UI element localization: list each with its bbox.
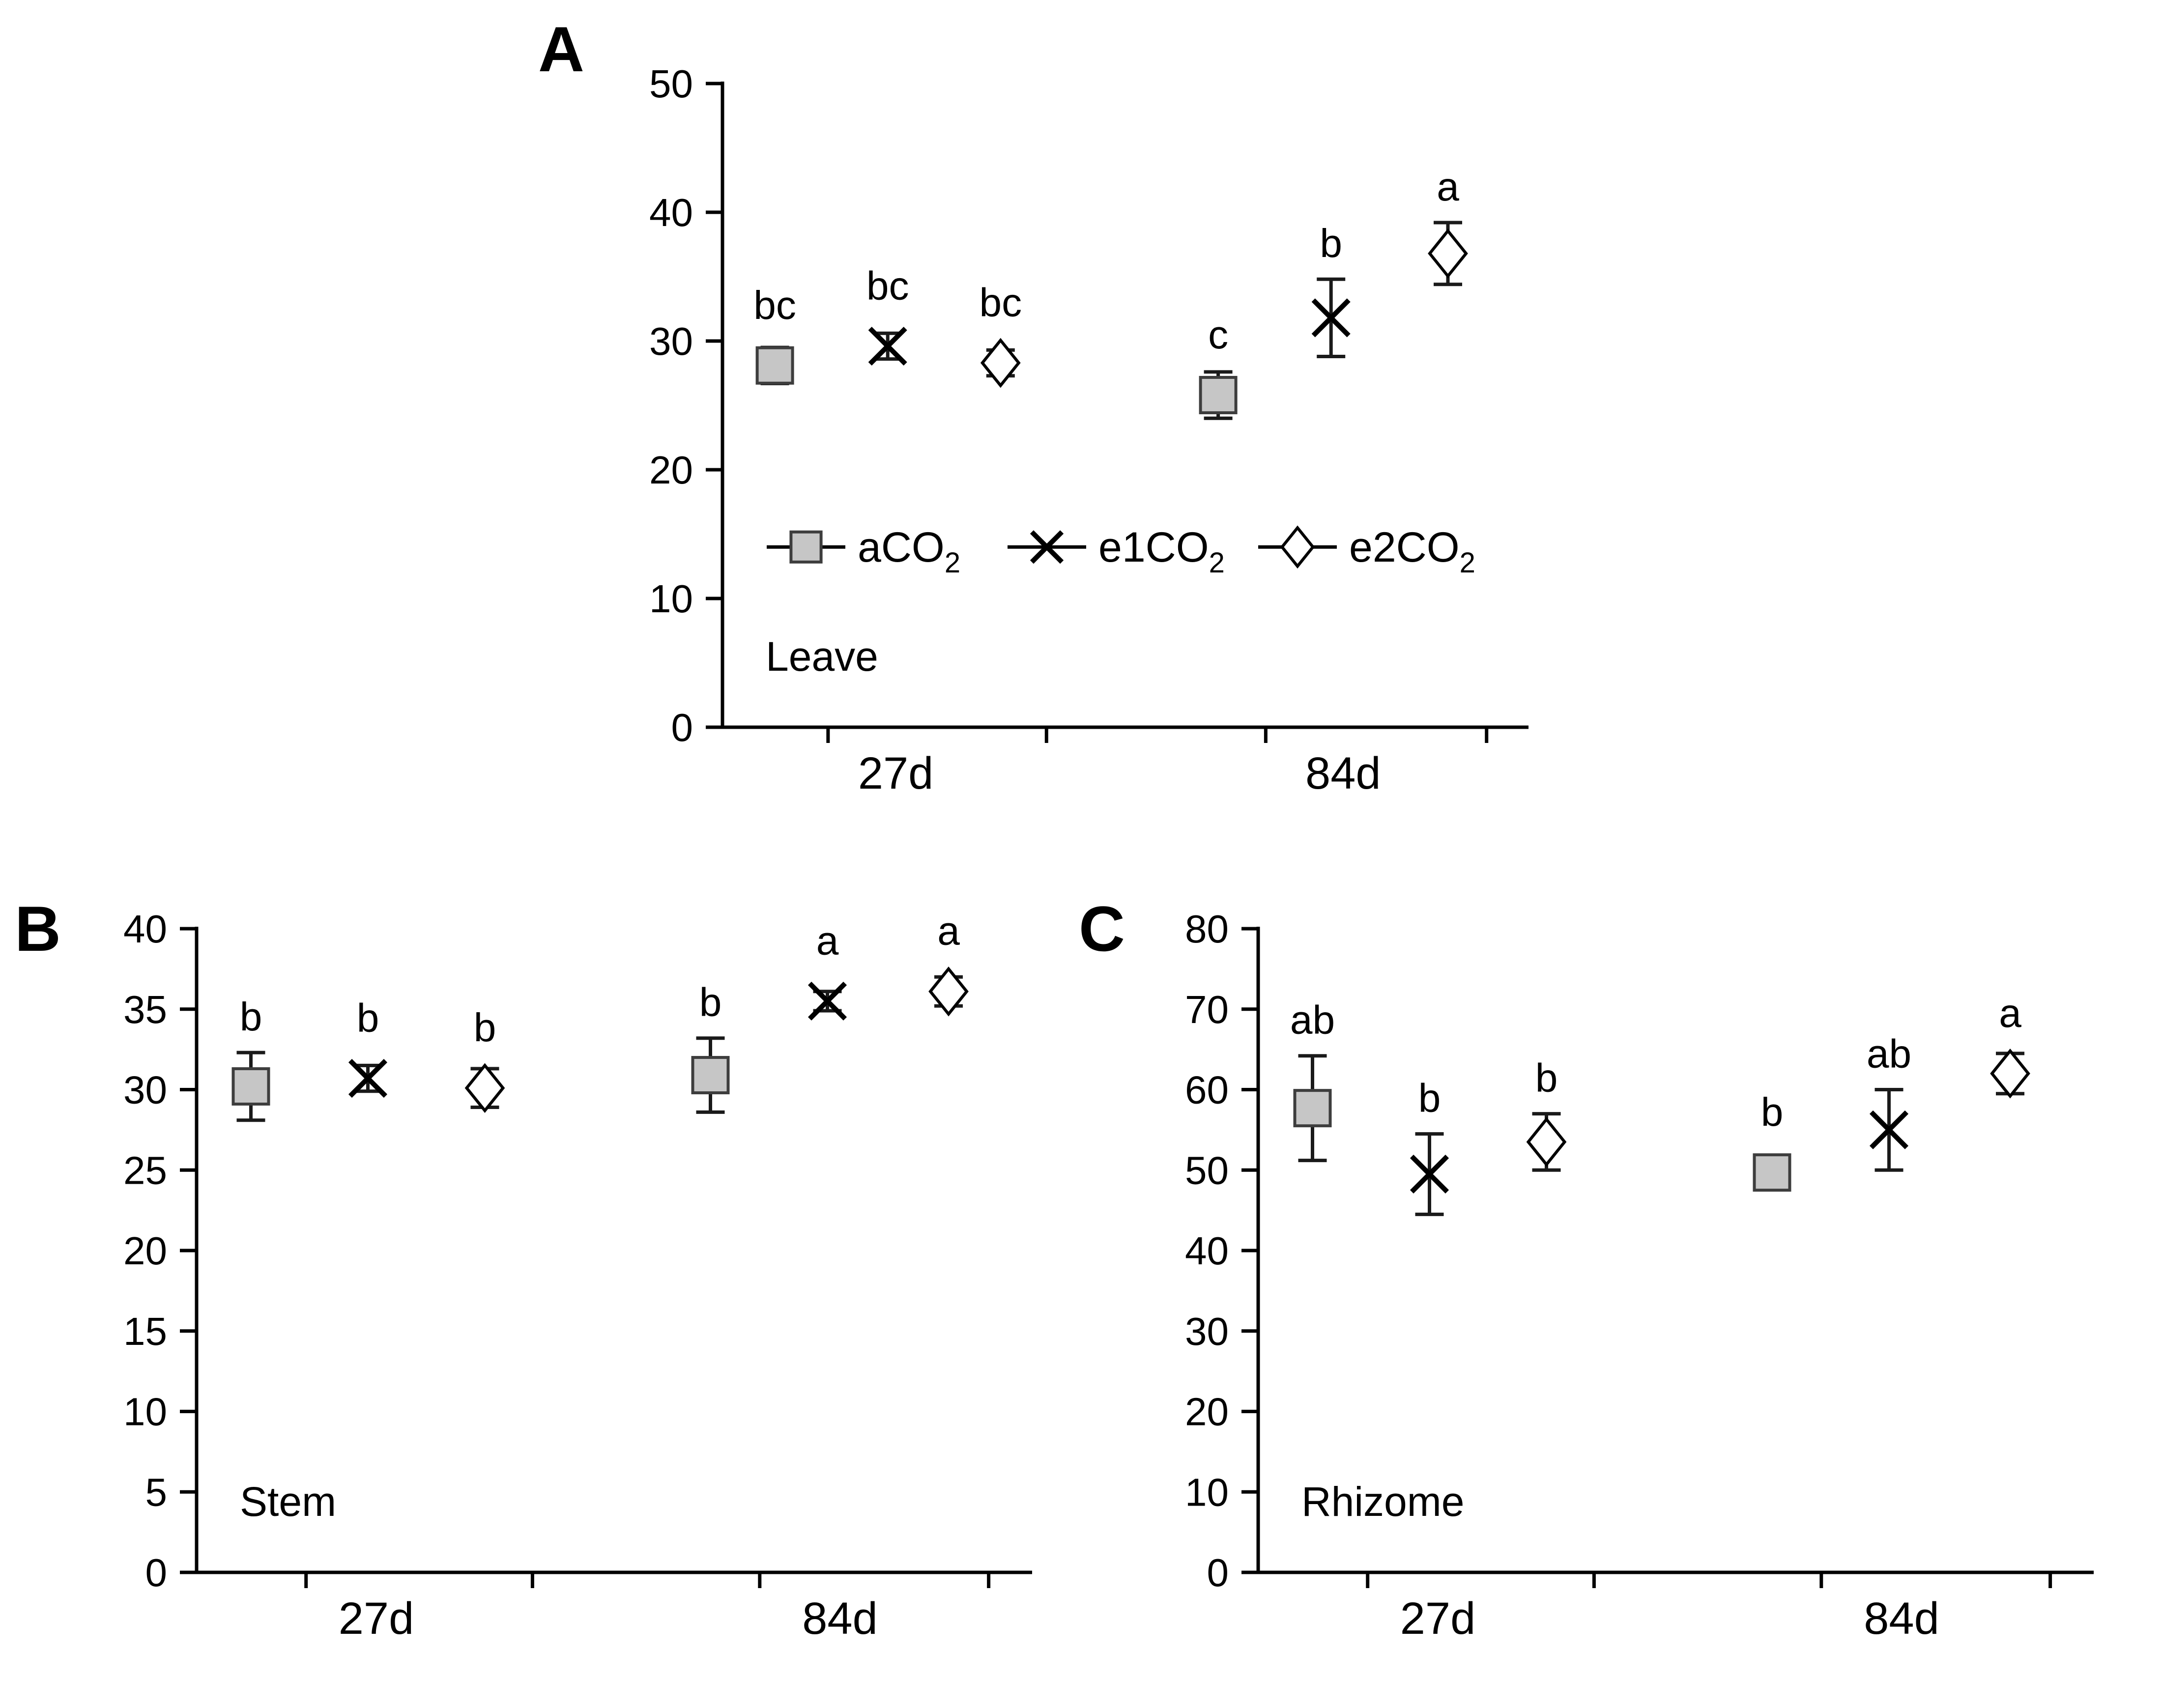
y-tick-label: 30	[1185, 1309, 1229, 1353]
y-tick-label: 30	[123, 1068, 167, 1112]
x-group-label: 84d	[1305, 748, 1381, 798]
sig-label: a	[937, 909, 960, 954]
panel-a-chart-leave: 0 10 20 30 40 50 27d 84d Leave bc c bc b bc a aCO2 e1CO2…	[649, 62, 1529, 798]
sig-label: b	[1761, 1090, 1784, 1135]
marker-x	[1869, 1110, 1909, 1149]
plot-label: Leave	[766, 633, 878, 680]
y-tick-label: 60	[1185, 1068, 1229, 1112]
y-tick-label: 40	[649, 191, 693, 234]
marker-square	[1199, 376, 1238, 415]
marker-x	[1030, 530, 1064, 564]
plot-label: Rhizome	[1301, 1479, 1464, 1525]
sig-label: ab	[1867, 1032, 1911, 1077]
sig-label: bc	[979, 281, 1022, 325]
y-tick-label: 80	[1185, 907, 1229, 951]
marker-diamond	[1280, 525, 1315, 569]
y-tick-label: 0	[671, 706, 693, 749]
y-tick-label: 50	[1185, 1148, 1229, 1192]
legend-label: e2CO2	[1349, 524, 1475, 579]
sig-label: a	[816, 918, 839, 963]
sig-label: ab	[1290, 998, 1335, 1043]
sig-label: b	[240, 995, 262, 1039]
x-group-label: 84d	[1864, 1594, 1939, 1644]
y-tick-label: 35	[123, 988, 167, 1031]
legend-label: e1CO2	[1098, 524, 1225, 579]
y-tick-label: 20	[1185, 1390, 1229, 1434]
sig-label: b	[1535, 1056, 1558, 1101]
y-tick-label: 10	[123, 1390, 167, 1434]
sig-label: bc	[753, 283, 796, 328]
marker-diamond	[1428, 228, 1468, 279]
y-tick-label: 25	[123, 1148, 167, 1192]
plot-label: Stem	[240, 1479, 336, 1525]
marker-square	[1293, 1089, 1332, 1128]
y-tick-label: 0	[145, 1551, 168, 1594]
marker-diamond	[464, 1063, 505, 1113]
marker-square	[755, 346, 794, 385]
y-tick-label: 15	[123, 1309, 167, 1353]
sig-label: b	[357, 996, 379, 1041]
sig-label: b	[474, 1005, 496, 1050]
y-tick-label: 0	[1207, 1551, 1229, 1594]
marker-x	[868, 326, 907, 366]
sig-label: a	[1999, 991, 2021, 1036]
y-tick-label: 5	[145, 1470, 168, 1514]
sig-label: a	[1437, 165, 1459, 209]
y-tick-label: 30	[649, 319, 693, 363]
y-tick-label: 20	[649, 448, 693, 492]
marker-x	[1311, 298, 1351, 338]
y-tick-label: 40	[1185, 1229, 1229, 1273]
panel-label-b: B	[15, 893, 61, 965]
marker-square	[231, 1067, 270, 1106]
y-tick-label: 10	[649, 577, 693, 621]
panel-label-a: A	[538, 13, 584, 85]
legend-label: aCO2	[858, 524, 960, 579]
marker-diamond	[928, 966, 969, 1017]
x-group-label: 84d	[802, 1594, 878, 1644]
marker-x	[1410, 1154, 1449, 1194]
panel-label-c: C	[1079, 893, 1125, 965]
marker-square	[789, 530, 823, 564]
sig-label: b	[699, 980, 722, 1025]
marker-diamond	[980, 338, 1021, 388]
y-tick-label: 10	[1185, 1470, 1229, 1514]
x-group-label: 27d	[858, 748, 934, 798]
y-tick-label: 40	[123, 907, 167, 951]
panel-b-chart-stem: 0 5 10 15 20 25 30 35 40 27d 84d Stem b b b a b a	[123, 907, 1032, 1644]
sig-label: c	[1208, 313, 1228, 357]
x-group-label: 27d	[339, 1594, 414, 1644]
marker-diamond	[1526, 1117, 1567, 1167]
marker-diamond	[1990, 1048, 2030, 1099]
sig-label: b	[1418, 1076, 1441, 1121]
y-tick-label: 50	[649, 62, 693, 106]
y-tick-label: 70	[1185, 988, 1229, 1031]
marker-x	[348, 1059, 388, 1098]
panel-c-chart-rhizome: 0 10 20 30 40 50 60 70 80 27d 84d Rhizome ab b b ab b a	[1185, 907, 2094, 1644]
marker-square	[691, 1056, 730, 1095]
sig-label: bc	[866, 263, 909, 308]
sig-label: b	[1320, 221, 1342, 266]
marker-x	[808, 981, 847, 1021]
x-group-label: 27d	[1400, 1594, 1476, 1644]
y-tick-label: 20	[123, 1229, 167, 1273]
marker-square	[1753, 1153, 1791, 1192]
